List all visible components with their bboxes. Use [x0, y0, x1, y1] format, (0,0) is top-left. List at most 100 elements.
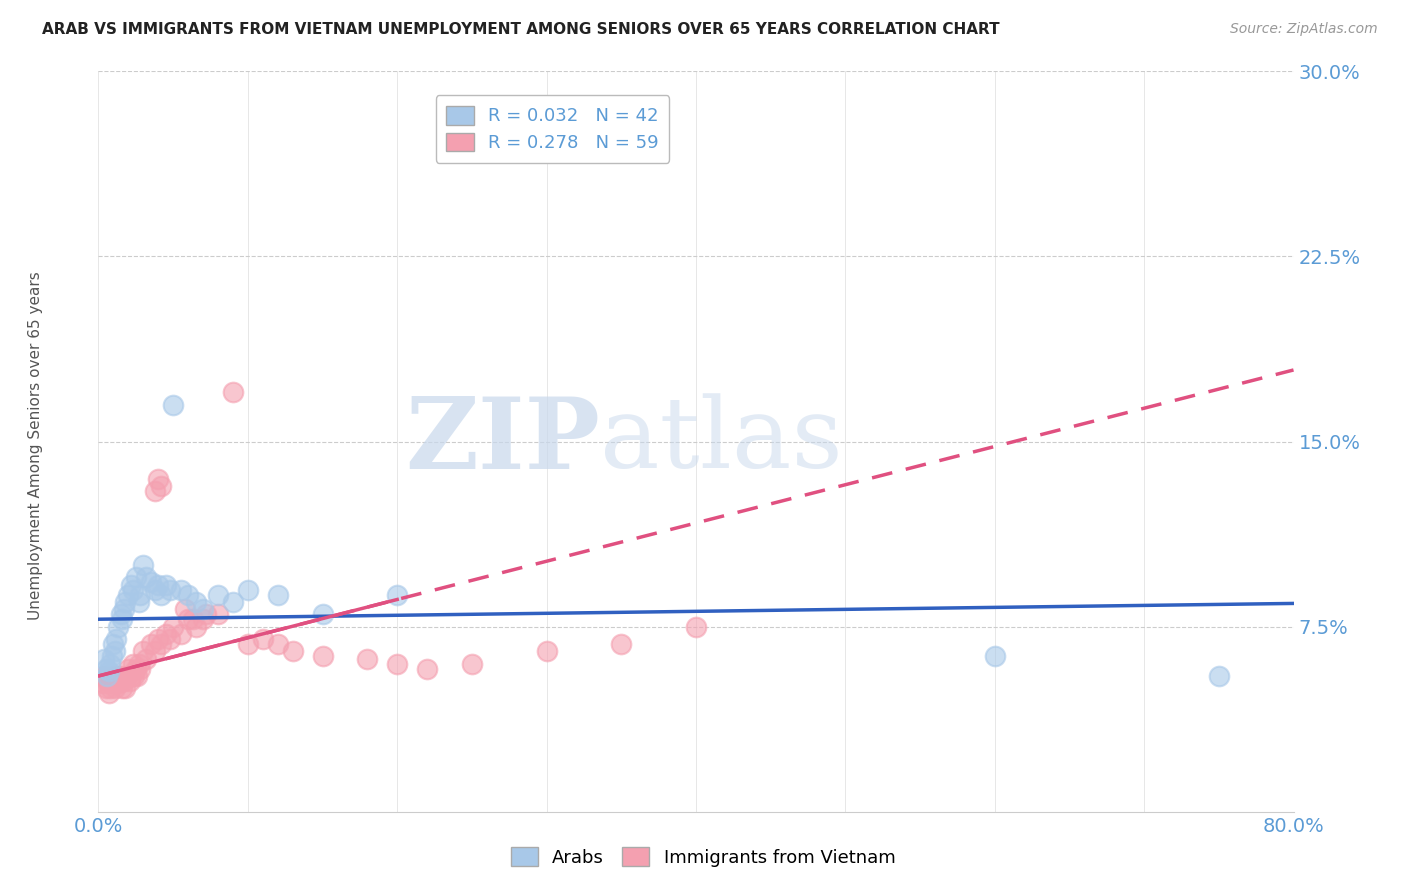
Point — [93, 669, 115, 683]
Text: atlas: atlas — [600, 393, 844, 490]
Point — [104, 644, 127, 658]
Point — [128, 595, 150, 609]
Point — [162, 619, 184, 633]
Point — [120, 577, 142, 591]
Point — [97, 664, 120, 678]
Point — [101, 649, 124, 664]
Point — [236, 637, 259, 651]
Point — [685, 619, 707, 633]
Point — [207, 607, 229, 622]
Point — [139, 637, 162, 651]
Point — [124, 669, 146, 683]
Point — [148, 471, 170, 485]
Point — [536, 644, 558, 658]
Point — [111, 681, 134, 696]
Point — [150, 479, 173, 493]
Point — [114, 681, 136, 696]
Point — [118, 673, 141, 688]
Point — [984, 649, 1007, 664]
Point — [150, 637, 173, 651]
Point — [110, 607, 132, 622]
Point — [385, 588, 409, 602]
Point — [135, 651, 157, 665]
Point — [461, 657, 484, 671]
Point — [267, 637, 290, 651]
Point — [148, 632, 170, 646]
Point — [195, 607, 218, 622]
Point — [181, 612, 204, 626]
Point — [129, 588, 152, 602]
Point — [177, 612, 200, 626]
Point — [135, 570, 157, 584]
Point — [98, 657, 122, 671]
Point — [610, 637, 633, 651]
Point — [132, 644, 155, 658]
Legend: R = 0.032   N = 42, R = 0.278   N = 59: R = 0.032 N = 42, R = 0.278 N = 59 — [436, 95, 669, 162]
Point — [117, 662, 139, 676]
Point — [96, 669, 118, 683]
Point — [184, 595, 207, 609]
Point — [103, 637, 125, 651]
Point — [174, 602, 197, 616]
Point — [112, 602, 135, 616]
Point — [104, 681, 127, 696]
Point — [143, 582, 166, 597]
Point — [128, 657, 150, 671]
Point — [159, 582, 181, 597]
Point — [97, 686, 120, 700]
Point — [191, 612, 214, 626]
Point — [107, 669, 129, 683]
Point — [311, 649, 333, 664]
Point — [150, 588, 173, 602]
Point — [236, 582, 259, 597]
Point — [121, 582, 143, 597]
Point — [169, 627, 191, 641]
Point — [112, 673, 135, 688]
Point — [103, 669, 125, 683]
Point — [143, 644, 166, 658]
Point — [139, 575, 162, 590]
Point — [105, 673, 128, 688]
Point — [129, 662, 152, 676]
Point — [252, 632, 274, 646]
Point — [1208, 669, 1230, 683]
Point — [98, 681, 122, 696]
Point — [155, 627, 177, 641]
Point — [93, 651, 115, 665]
Point — [114, 595, 136, 609]
Point — [162, 398, 184, 412]
Point — [120, 669, 142, 683]
Point — [94, 681, 117, 696]
Text: Source: ZipAtlas.com: Source: ZipAtlas.com — [1230, 22, 1378, 37]
Point — [177, 588, 200, 602]
Point — [416, 662, 439, 676]
Point — [94, 662, 117, 676]
Point — [127, 669, 149, 683]
Point — [96, 673, 118, 688]
Point — [132, 558, 155, 572]
Point — [148, 577, 170, 591]
Point — [101, 676, 124, 690]
Point — [111, 612, 134, 626]
Point — [222, 595, 245, 609]
Point — [117, 588, 139, 602]
Point — [311, 607, 333, 622]
Point — [222, 385, 245, 400]
Text: ZIP: ZIP — [405, 393, 600, 490]
Point — [159, 632, 181, 646]
Point — [184, 619, 207, 633]
Point — [475, 138, 498, 153]
Point — [108, 676, 131, 690]
Point — [155, 577, 177, 591]
Point — [121, 657, 143, 671]
Point — [110, 669, 132, 683]
Point — [281, 644, 304, 658]
Point — [105, 632, 128, 646]
Point — [115, 669, 138, 683]
Point — [143, 483, 166, 498]
Point — [207, 588, 229, 602]
Legend: Arabs, Immigrants from Vietnam: Arabs, Immigrants from Vietnam — [503, 840, 903, 874]
Point — [267, 588, 290, 602]
Text: Unemployment Among Seniors over 65 years: Unemployment Among Seniors over 65 years — [28, 272, 42, 620]
Point — [385, 657, 409, 671]
